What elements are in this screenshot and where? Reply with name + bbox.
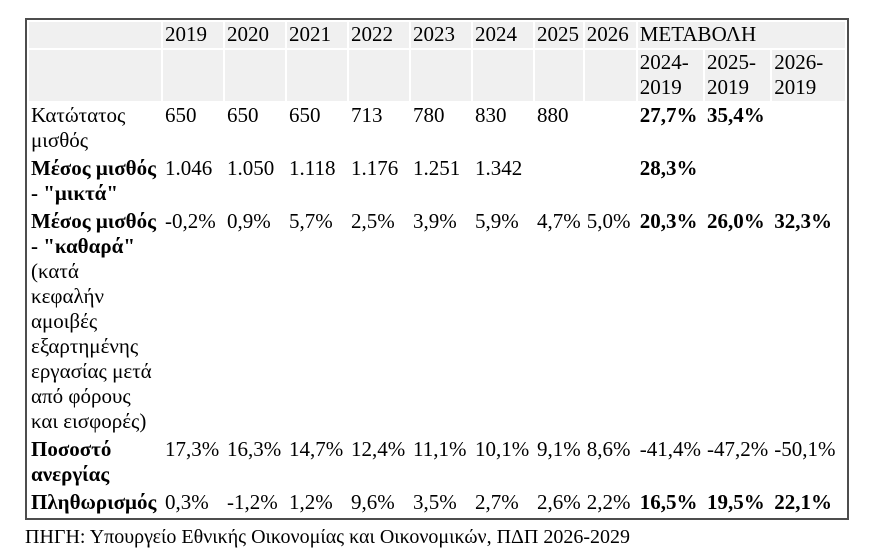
value-cell: 3,5% <box>413 489 457 514</box>
value-cell: 0,9% <box>227 208 271 233</box>
value-cell: 830 <box>475 102 507 127</box>
table-row-average-wage-net: Μέσος μισθός - "καθαρά" (κατά κεφαλήν αμο… <box>29 209 845 435</box>
value-cell: 1.176 <box>351 155 399 180</box>
year-header-2022: 2022 <box>349 22 409 48</box>
row-label-cell: Μέσος μισθός - "μικτά" <box>31 155 156 205</box>
change-period-header: 2024- 2019 <box>637 49 703 101</box>
value-cell: 9,1% <box>537 436 581 461</box>
change-value-cell: -50,1% <box>774 436 836 461</box>
change-value-cell: 35,4% <box>707 102 765 127</box>
table-row-minimum-wage: Κατώτατος μισθός 650 650 650 713 780 830… <box>29 103 845 154</box>
row-label-cell: Κατώτατος μισθός <box>31 102 126 152</box>
change-value-cell: 27,7% <box>639 102 698 127</box>
year-subheader-empty <box>225 49 285 101</box>
header-row-periods: 2024- 2019 2025- 2019 2026- 2019 <box>29 49 846 101</box>
value-cell: 2,5% <box>351 208 395 233</box>
change-value-cell: 32,3% <box>774 208 832 233</box>
corner-empty-cell <box>29 22 161 48</box>
value-cell: 1.118 <box>289 155 336 180</box>
table-row-inflation: Πληθωρισμός 0,3% -1,2% 1,2% 9,6% 3,5% 2,… <box>29 490 845 516</box>
year-subheader-empty <box>411 49 471 101</box>
change-group-header: ΜΕΤΑΒΟΛΗ <box>637 22 846 48</box>
year-header-2026: 2026 <box>584 22 636 48</box>
value-cell: 3,9% <box>413 208 457 233</box>
value-cell: 1.046 <box>165 155 213 180</box>
year-subheader-empty <box>473 49 533 101</box>
change-value-cell: 16,5% <box>639 489 698 514</box>
value-cell: 1.251 <box>413 155 461 180</box>
header-row-years: 2019 2020 2021 2022 2023 2024 2025 2026 … <box>29 22 846 48</box>
year-header-2021: 2021 <box>287 22 347 48</box>
row-label-note: (κατά κεφαλήν αμοιβές εξαρτημένης εργασί… <box>31 258 152 433</box>
value-cell: 650 <box>289 102 321 127</box>
value-cell: 12,4% <box>351 436 406 461</box>
value-cell: 16,3% <box>227 436 282 461</box>
value-cell: 1.050 <box>227 155 275 180</box>
year-header-2024: 2024 <box>473 22 533 48</box>
change-value-cell <box>772 103 845 154</box>
change-value-cell: 19,5% <box>707 489 765 514</box>
value-cell: 8,6% <box>586 436 631 461</box>
year-header-2019: 2019 <box>163 22 223 48</box>
year-header-2023: 2023 <box>411 22 471 48</box>
value-cell: 650 <box>227 102 259 127</box>
change-value-cell: 22,1% <box>774 489 832 514</box>
value-cell: 4,7% <box>537 208 581 233</box>
economic-indicators-table: 2019 2020 2021 2022 2023 2024 2025 2026 … <box>25 18 850 520</box>
value-cell: 1,2% <box>289 489 333 514</box>
value-cell: 780 <box>413 102 445 127</box>
year-subheader-empty <box>584 49 636 101</box>
year-subheader-empty <box>163 49 223 101</box>
value-cell: 17,3% <box>165 436 220 461</box>
row-label-cell: Πληθωρισμός <box>31 489 157 514</box>
value-cell: 650 <box>165 102 197 127</box>
value-cell: 9,6% <box>351 489 395 514</box>
row-label-cell: Ποσοστό ανεργίας <box>31 436 112 486</box>
change-period-header: 2025- 2019 <box>705 49 771 101</box>
value-cell: 11,1% <box>413 436 467 461</box>
value-cell: 880 <box>537 102 569 127</box>
value-cell: 2,6% <box>537 489 581 514</box>
row-label-cell: Μέσος μισθός - "καθαρά" (κατά κεφαλήν αμο… <box>29 209 161 435</box>
value-cell: 5,9% <box>475 208 519 233</box>
source-note: ΠΗΓΗ: Υπουργείο Εθνικής Οικονομίας και Ο… <box>25 525 630 548</box>
value-cell <box>585 156 636 207</box>
value-cell: -0,2% <box>165 208 216 233</box>
value-cell: 713 <box>351 102 383 127</box>
change-value-cell: 20,3% <box>639 208 698 233</box>
value-cell: -1,2% <box>227 489 278 514</box>
value-cell <box>535 156 583 207</box>
change-value-cell <box>705 156 770 207</box>
value-cell: 2,2% <box>586 489 631 514</box>
change-period-header: 2026- 2019 <box>772 49 846 101</box>
value-cell: 0,3% <box>165 489 209 514</box>
year-subheader-empty <box>349 49 409 101</box>
value-cell: 5,7% <box>289 208 333 233</box>
year-header-2025: 2025 <box>535 22 583 48</box>
row-label-main: Μέσος μισθός - "καθαρά" <box>31 208 156 258</box>
table-row-unemployment-rate: Ποσοστό ανεργίας 17,3% 16,3% 14,7% 12,4%… <box>29 437 845 488</box>
value-cell: 5,0% <box>586 208 631 233</box>
year-subheader-empty <box>535 49 583 101</box>
change-value-cell <box>772 156 845 207</box>
year-header-2020: 2020 <box>225 22 285 48</box>
corner-empty-cell-2 <box>29 49 161 101</box>
value-cell: 1.342 <box>475 155 523 180</box>
value-cell: 14,7% <box>289 436 344 461</box>
table-row-average-wage-gross: Μέσος μισθός - "μικτά" 1.046 1.050 1.118… <box>29 156 845 207</box>
change-value-cell: 28,3% <box>639 155 698 180</box>
change-value-cell: -47,2% <box>707 436 769 461</box>
value-cell: 10,1% <box>475 436 530 461</box>
change-value-cell: -41,4% <box>639 436 701 461</box>
year-subheader-empty <box>287 49 347 101</box>
value-cell <box>585 103 636 154</box>
change-value-cell: 26,0% <box>707 208 765 233</box>
value-cell: 2,7% <box>475 489 519 514</box>
